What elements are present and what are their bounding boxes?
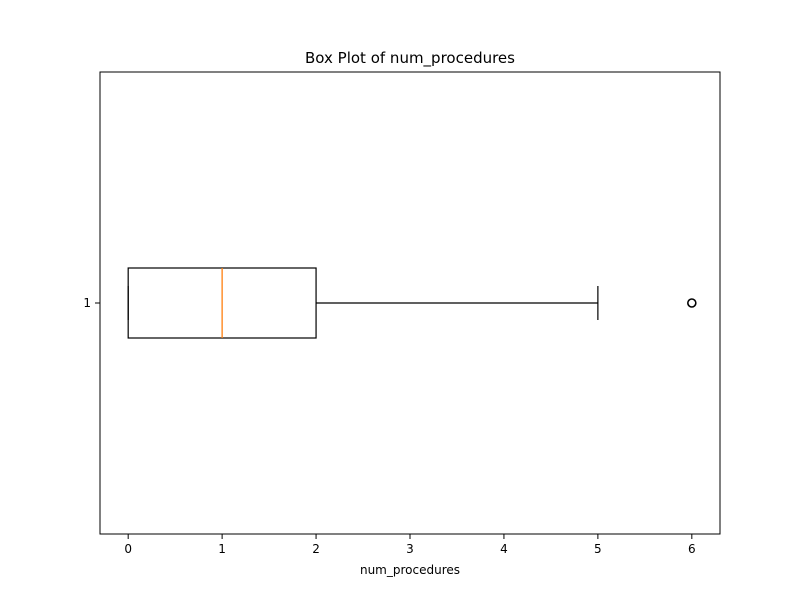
x-axis: 0 1 2 3 4 5 6 bbox=[124, 534, 696, 556]
chart-title: Box Plot of num_procedures bbox=[305, 49, 515, 68]
x-tick-label: 1 bbox=[218, 542, 226, 556]
box-series bbox=[127, 267, 697, 339]
x-tick-label: 0 bbox=[124, 542, 132, 556]
x-tick-label: 2 bbox=[312, 542, 320, 556]
x-tick-label: 4 bbox=[500, 542, 508, 556]
x-tick-label: 5 bbox=[594, 542, 602, 556]
x-tick-label: 3 bbox=[406, 542, 414, 556]
y-axis: 1 bbox=[83, 296, 100, 310]
outlier-point bbox=[687, 298, 697, 308]
x-tick-label: 6 bbox=[688, 542, 696, 556]
x-axis-label: num_procedures bbox=[360, 563, 460, 577]
y-tick-label: 1 bbox=[83, 296, 91, 310]
